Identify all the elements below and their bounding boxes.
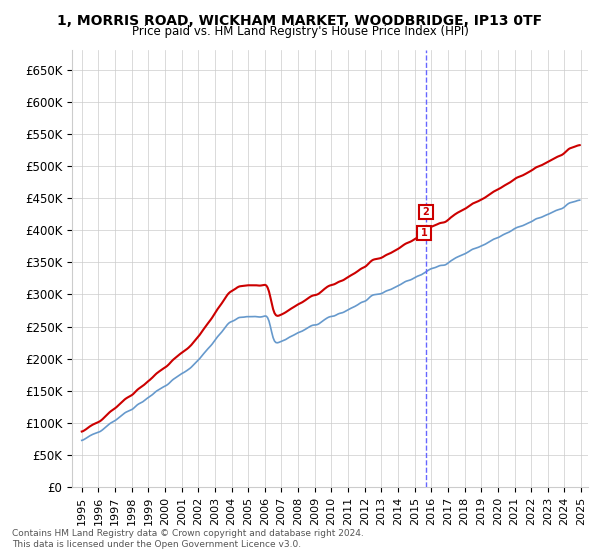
Text: Contains HM Land Registry data © Crown copyright and database right 2024.
This d: Contains HM Land Registry data © Crown c… (12, 529, 364, 549)
Text: Price paid vs. HM Land Registry's House Price Index (HPI): Price paid vs. HM Land Registry's House … (131, 25, 469, 38)
Text: 2: 2 (422, 207, 429, 217)
Text: 1, MORRIS ROAD, WICKHAM MARKET, WOODBRIDGE, IP13 0TF: 1, MORRIS ROAD, WICKHAM MARKET, WOODBRID… (58, 14, 542, 28)
Text: 1: 1 (421, 228, 428, 238)
